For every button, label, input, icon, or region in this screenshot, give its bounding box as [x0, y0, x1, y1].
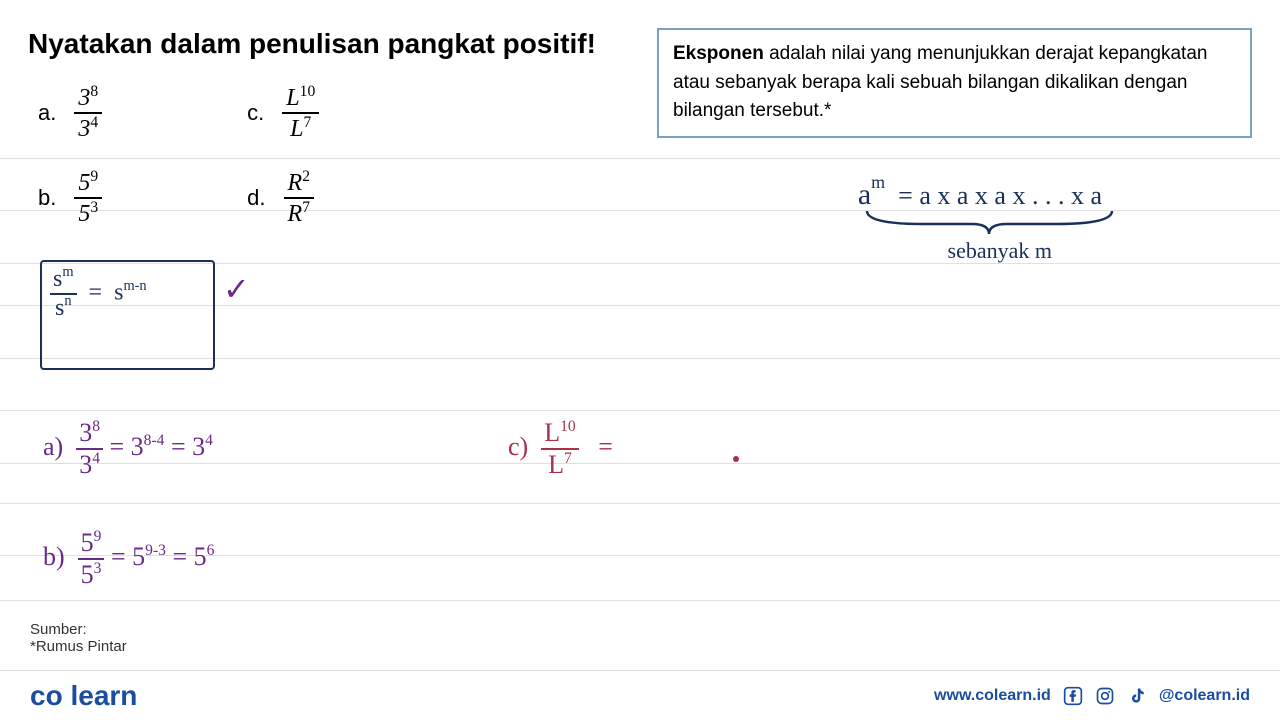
cursor-dot-icon: [733, 456, 739, 462]
page-root: Nyatakan dalam penulisan pangkat positif…: [0, 0, 1280, 720]
info-box: Eksponen adalah nilai yang menunjukkan d…: [657, 28, 1252, 138]
work-c: c) L10 L7 =: [508, 418, 613, 480]
info-bold: Eksponen: [673, 43, 764, 64]
problem-c: c. L10 L7: [247, 83, 319, 143]
formula-content: sm sn = sm-n: [50, 266, 147, 322]
problem-a: a. 38 34: [38, 83, 102, 143]
content-area: Nyatakan dalam penulisan pangkat positif…: [28, 28, 1252, 660]
tiktok-icon: [1127, 686, 1147, 706]
footer-handle: @colearn.id: [1159, 687, 1250, 705]
fraction: L10 L7: [282, 83, 319, 143]
source-attribution: Sumber: *Rumus Pintar: [30, 621, 127, 655]
fraction: 38 34: [74, 83, 102, 143]
work-a: a) 38 34 = 38-4 = 34: [43, 418, 213, 480]
problem-list: a. 38 34 c. L10 L7 b.: [38, 83, 319, 253]
instagram-icon: [1095, 686, 1115, 706]
problem-label: d.: [247, 185, 265, 211]
facebook-icon: [1063, 686, 1083, 706]
problem-d: d. R2 R7: [247, 168, 314, 228]
fraction: 59 53: [74, 168, 102, 228]
problem-label: c.: [247, 100, 264, 126]
underbrace-icon: [862, 206, 1117, 236]
footer: co learn www.colearn.id @colearn.id: [0, 670, 1280, 720]
footer-url: www.colearn.id: [934, 687, 1051, 705]
colearn-logo: co learn: [30, 680, 137, 712]
brace-label: sebanyak m: [948, 238, 1052, 264]
problem-label: b.: [38, 185, 56, 211]
problem-b: b. 59 53: [38, 168, 102, 228]
footer-right: www.colearn.id @colearn.id: [934, 686, 1250, 706]
work-b: b) 59 53 = 59-3 = 56: [43, 528, 214, 590]
problem-label: a.: [38, 100, 56, 126]
fraction: R2 R7: [284, 168, 314, 228]
checkmark-icon: ✓: [223, 270, 250, 308]
